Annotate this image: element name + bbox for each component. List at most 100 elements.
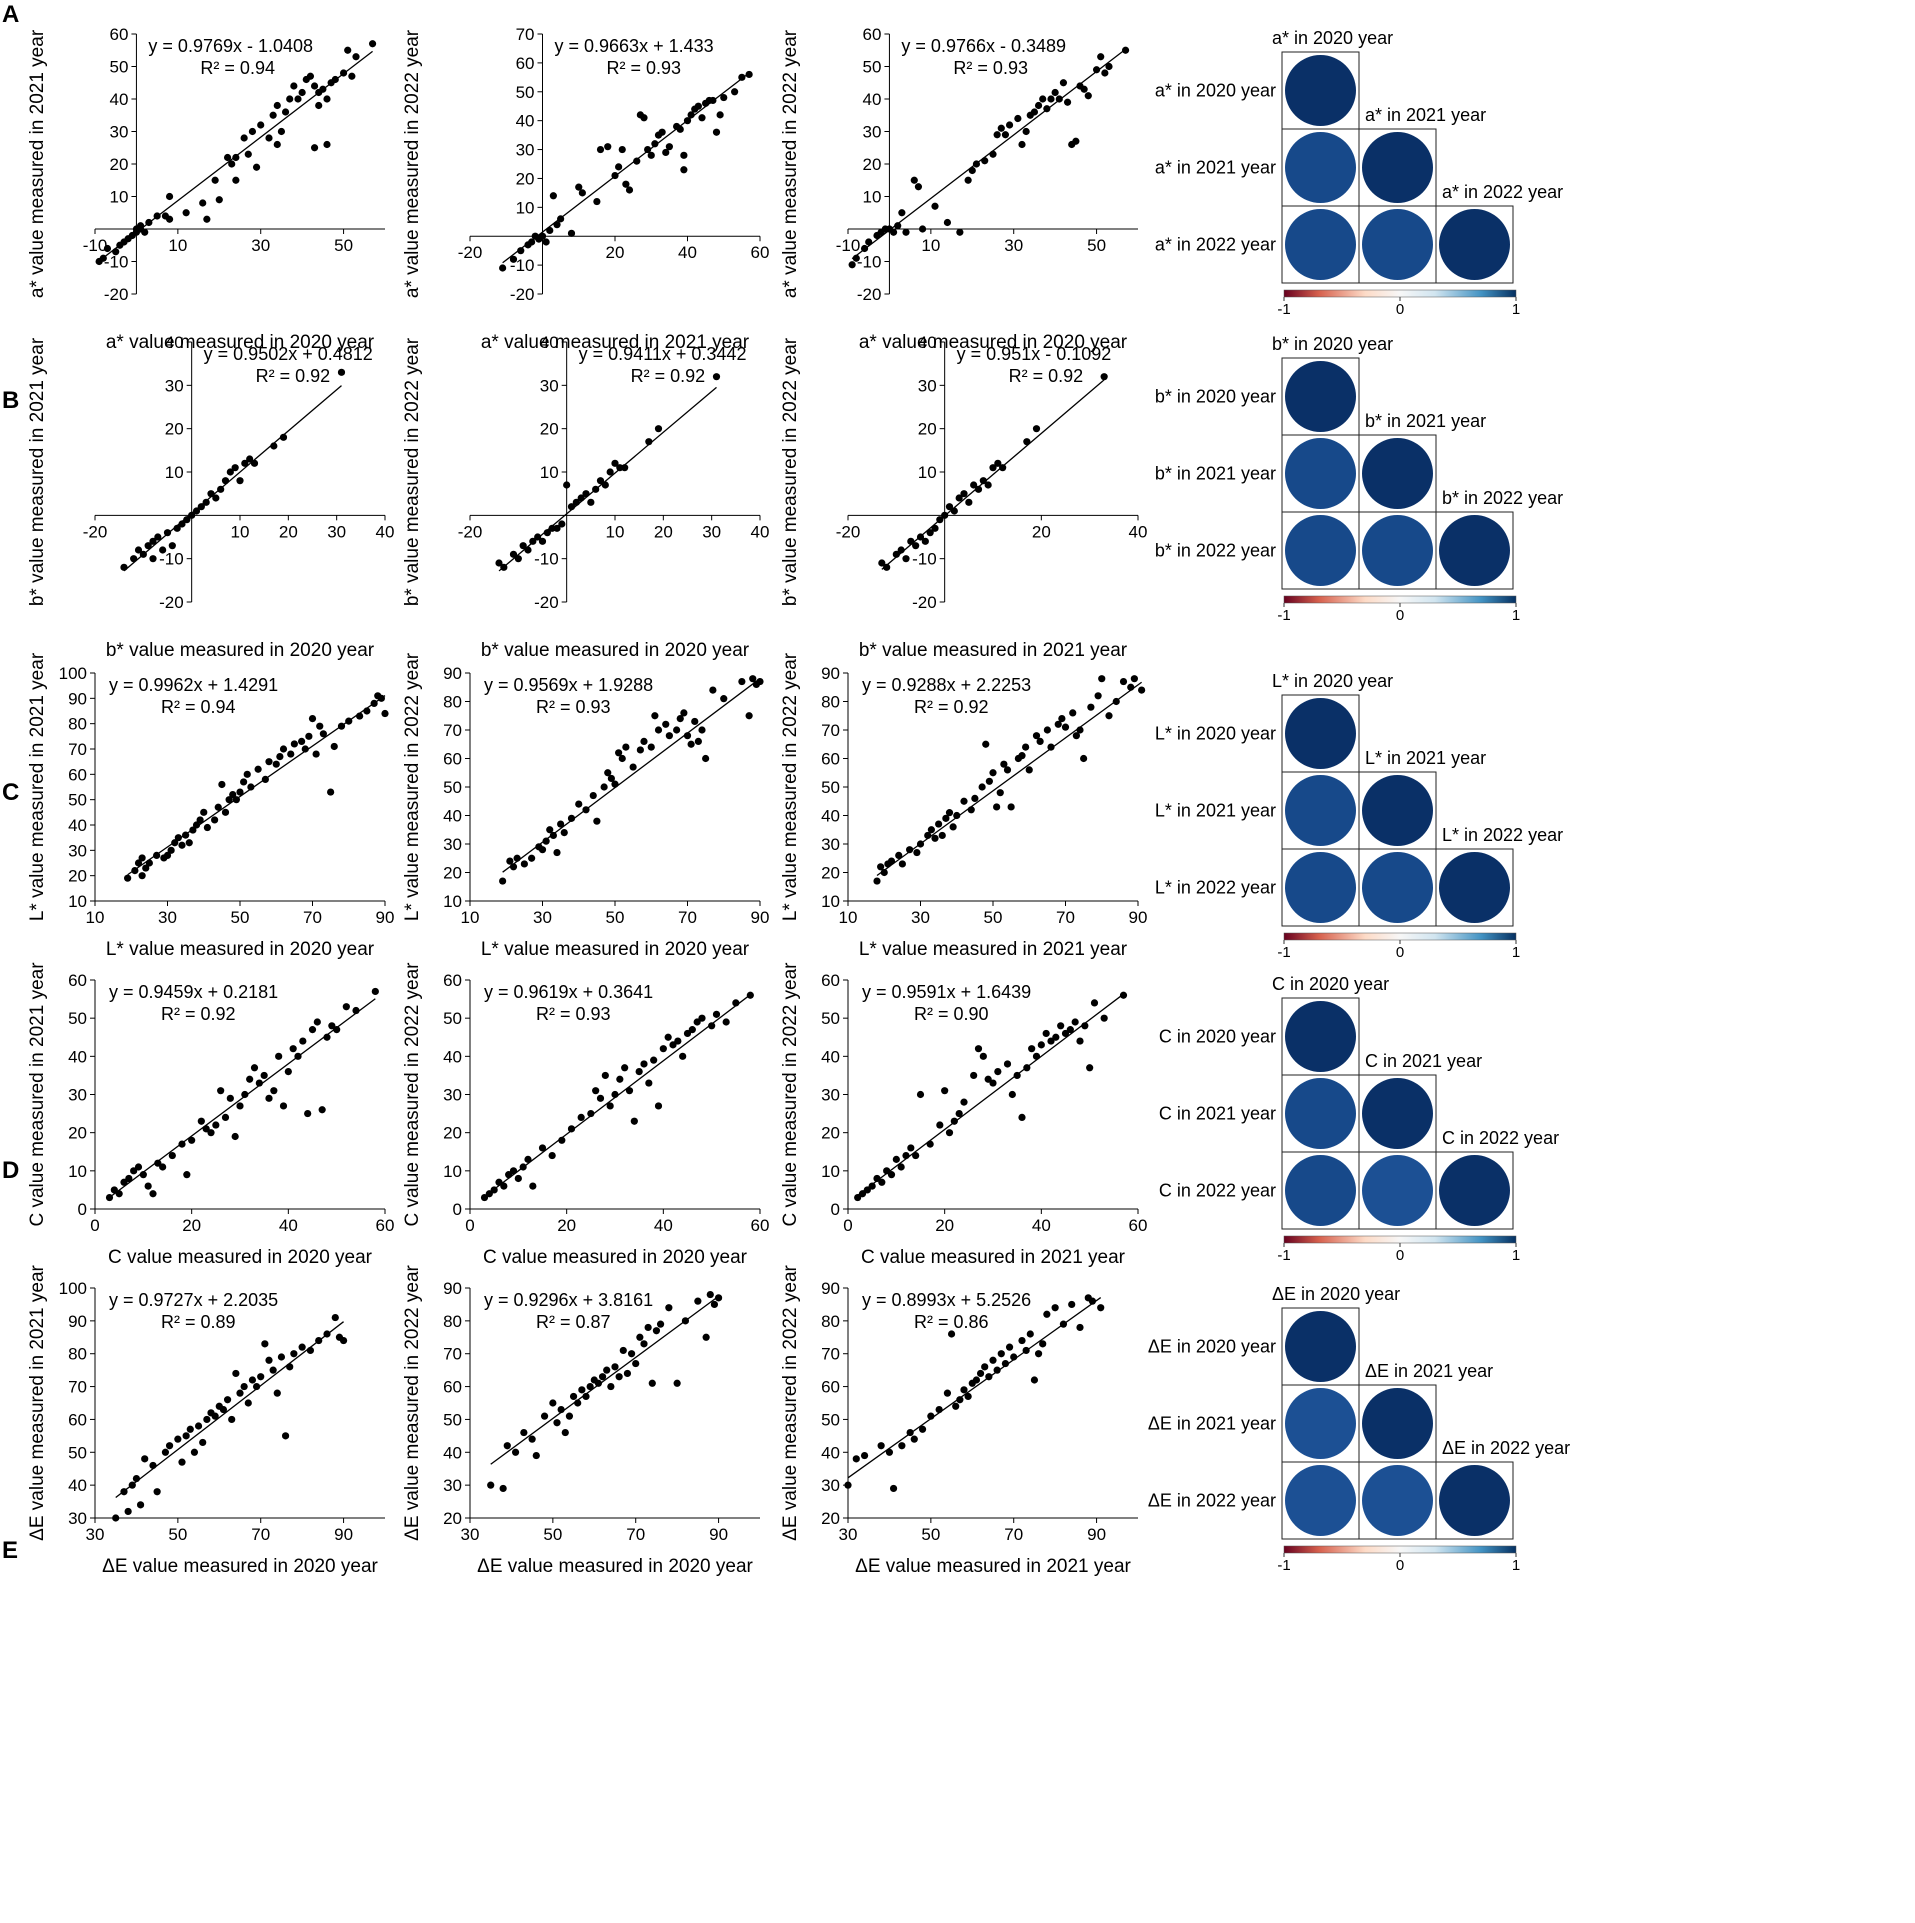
data-point xyxy=(308,715,317,723)
data-point xyxy=(912,1151,920,1160)
data-point xyxy=(528,1435,536,1443)
data-point xyxy=(250,1064,259,1072)
data-point xyxy=(981,157,989,165)
x-tick-label: -20 xyxy=(458,522,483,541)
y-tick-label: 60 xyxy=(443,750,462,769)
data-point xyxy=(323,1330,331,1338)
data-point xyxy=(1052,1033,1060,1041)
data-point xyxy=(691,717,699,726)
data-point xyxy=(337,368,346,376)
data-point xyxy=(558,1136,566,1144)
x-axis-title: C value measured in 2020 year xyxy=(108,1247,373,1268)
y-tick-label: 20 xyxy=(918,420,937,439)
y-tick-label: 60 xyxy=(516,54,535,73)
data-point xyxy=(960,1386,968,1394)
y-axis-title: a* value measured in 2022 year xyxy=(402,29,423,298)
data-point xyxy=(542,837,550,845)
scatter-plot-a1: -10 10 30 50 -20 -10 10 20 30 40 50 60 y = 0.9769x -… xyxy=(27,25,385,353)
correlation-matrix-b4: b* in 2020 year b* in 2020 year b* in 2021… xyxy=(1155,334,1563,624)
data-point xyxy=(680,166,688,174)
data-point xyxy=(698,1014,706,1022)
data-point xyxy=(528,238,536,246)
x-tick-label: 60 xyxy=(751,243,770,262)
data-point xyxy=(257,1373,265,1381)
data-point xyxy=(916,840,925,848)
data-point xyxy=(985,1373,993,1381)
data-point xyxy=(978,783,986,791)
r-squared: R² = 0.94 xyxy=(200,58,275,78)
y-tick-label: 20 xyxy=(863,155,882,174)
y-tick-label: 60 xyxy=(68,1410,87,1429)
data-point xyxy=(632,1359,640,1368)
data-point xyxy=(1105,712,1113,720)
data-point xyxy=(178,1140,186,1148)
y-tick-label: 20 xyxy=(443,1124,462,1143)
colorbar-tick-label: -1 xyxy=(1277,944,1290,961)
y-tick-label: 60 xyxy=(68,971,87,990)
x-tick-label: 70 xyxy=(1056,908,1075,927)
data-point xyxy=(1003,766,1012,774)
data-point xyxy=(319,730,327,738)
data-point xyxy=(236,1102,244,1110)
data-point xyxy=(134,546,143,554)
data-point xyxy=(255,1079,263,1087)
x-tick-label: -20 xyxy=(458,243,483,262)
data-point xyxy=(1008,1090,1016,1099)
data-point xyxy=(972,160,981,168)
data-point xyxy=(950,507,958,515)
column-label: C in 2020 year xyxy=(1272,974,1389,994)
data-point xyxy=(745,70,753,79)
data-point xyxy=(681,1317,690,1325)
data-point xyxy=(529,537,537,545)
data-point xyxy=(499,877,507,885)
row-label: L* in 2020 year xyxy=(1155,724,1276,744)
fit-line xyxy=(851,48,1126,260)
data-point xyxy=(1080,754,1088,763)
data-point xyxy=(687,740,695,748)
data-point xyxy=(593,817,601,825)
column-label: b* in 2022 year xyxy=(1442,488,1563,508)
data-point xyxy=(945,503,954,511)
data-point xyxy=(974,1045,983,1053)
data-point xyxy=(611,1363,619,1371)
data-point xyxy=(327,788,335,796)
data-point xyxy=(604,769,612,777)
data-point xyxy=(1001,131,1010,139)
data-point xyxy=(1059,1320,1068,1328)
data-point xyxy=(702,754,710,763)
scatter-plot-b2: -20 10 20 30 40 -20 -10 10 20 30 40 y = 0.9411x + 0… xyxy=(402,333,769,661)
data-point xyxy=(654,726,663,734)
data-point xyxy=(528,854,536,862)
data-point xyxy=(712,1010,721,1018)
data-point xyxy=(1022,127,1030,136)
data-point xyxy=(640,114,648,122)
y-tick-label: 80 xyxy=(68,715,87,734)
data-point xyxy=(223,1396,232,1404)
scatter-plot-c2: 10 30 50 70 90 10 20 30 40 50 60 70 80 90 y = 0.9569x … xyxy=(402,652,769,960)
data-point xyxy=(192,821,201,829)
data-point xyxy=(854,1193,862,1202)
data-point xyxy=(960,797,968,805)
data-point xyxy=(339,1336,348,1345)
data-point xyxy=(902,228,910,236)
data-point xyxy=(732,999,740,1007)
data-point xyxy=(956,1396,964,1404)
data-point xyxy=(520,860,528,868)
data-point xyxy=(277,127,286,136)
data-point xyxy=(252,1382,261,1391)
data-point xyxy=(623,1369,632,1378)
scatter-plot-d2: 0 20 40 60 0 10 20 30 40 50 60 y = 0.9619x + 0.3641… xyxy=(402,962,769,1268)
data-point xyxy=(918,1425,927,1433)
y-tick-label: 10 xyxy=(68,1162,87,1181)
x-tick-label: 10 xyxy=(839,908,858,927)
data-point xyxy=(1068,1300,1076,1309)
data-point xyxy=(926,1140,934,1148)
data-point xyxy=(232,796,240,804)
column-label: b* in 2020 year xyxy=(1272,334,1393,354)
data-point xyxy=(337,722,346,730)
colorbar-tick-label: 1 xyxy=(1512,301,1520,318)
data-point xyxy=(931,524,939,532)
x-tick-label: 30 xyxy=(533,908,552,927)
data-point xyxy=(1005,1343,1014,1351)
data-point xyxy=(738,677,746,686)
